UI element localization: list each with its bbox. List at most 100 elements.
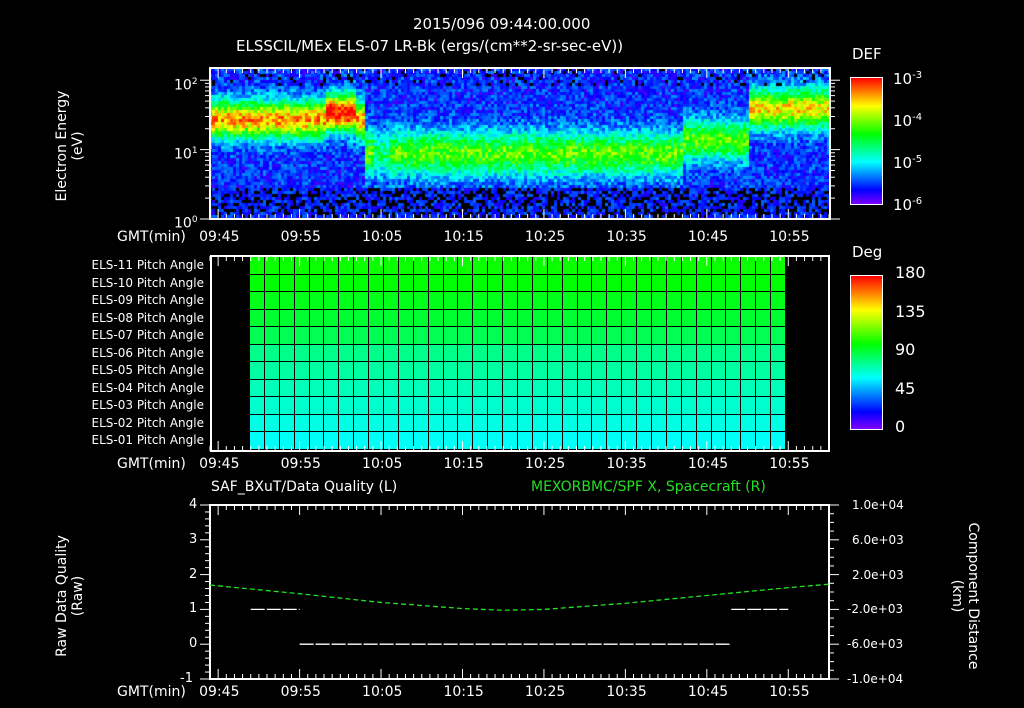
pitch-angle-cell bbox=[413, 344, 429, 363]
pitch-angle-cell bbox=[562, 327, 578, 345]
def-colorbar-tick: 10-5 bbox=[893, 154, 923, 172]
pitch-angle-cell bbox=[562, 309, 578, 328]
pitch-angle-cell bbox=[577, 414, 593, 433]
pitch-angle-cell bbox=[250, 344, 265, 363]
pitch-angle-cell bbox=[637, 257, 652, 275]
pitch-angle-cell bbox=[592, 344, 608, 363]
pitch-angle-cell bbox=[264, 327, 280, 345]
pitch-angle-cell bbox=[458, 344, 474, 363]
pitch-angle-cell bbox=[532, 379, 548, 398]
pitch-angle-cell bbox=[503, 362, 518, 380]
panel1-xlabel: GMT(min) bbox=[117, 229, 186, 245]
pitch-angle-row-label: ELS-11 Pitch Angle bbox=[91, 258, 204, 272]
pitch-angle-cell bbox=[562, 432, 578, 450]
pitch-angle-cell bbox=[309, 362, 325, 380]
pitch-angle-cell bbox=[413, 397, 429, 415]
pitch-angle-cell bbox=[756, 292, 772, 310]
pitch-angle-cell bbox=[413, 309, 429, 328]
def-colorbar bbox=[850, 77, 883, 205]
pitch-angle-cell bbox=[354, 362, 370, 380]
pitch-angle-cell bbox=[369, 362, 384, 380]
pitch-angle-cell bbox=[666, 362, 682, 380]
pitch-angle-cell bbox=[711, 397, 727, 415]
pitch-angle-cell bbox=[488, 362, 504, 380]
pitch-angle-cell bbox=[309, 432, 325, 450]
pitch-angle-cell bbox=[428, 379, 444, 398]
pitch-angle-cell bbox=[294, 414, 310, 433]
pitch-angle-cell bbox=[637, 292, 652, 310]
pitch-angle-cell bbox=[637, 274, 652, 293]
right-ytick: 1.0e+04 bbox=[852, 498, 904, 512]
pitch-angle-cell bbox=[384, 432, 399, 450]
pitch-angle-cell bbox=[741, 344, 757, 363]
pitch-angle-cell bbox=[279, 309, 295, 328]
pitch-angle-cell bbox=[384, 344, 399, 363]
pitch-angle-cell bbox=[726, 309, 742, 328]
pitch-angle-cell bbox=[264, 257, 280, 275]
pitch-angle-cell bbox=[488, 344, 504, 363]
pitch-angle-cell bbox=[637, 379, 652, 398]
pitch-angle-cell bbox=[518, 327, 533, 345]
pitch-angle-cell bbox=[652, 344, 667, 363]
pitch-angle-cell bbox=[458, 362, 474, 380]
pitch-angle-cell bbox=[547, 327, 563, 345]
pitch-angle-cell bbox=[607, 344, 623, 363]
pitch-angle-cell bbox=[339, 309, 355, 328]
pitch-angle-cell bbox=[473, 309, 489, 328]
pitch-angle-cell bbox=[681, 274, 697, 293]
pitch-angle-cell bbox=[726, 292, 742, 310]
pitch-angle-cell bbox=[339, 327, 355, 345]
right-ytick: 2.0e+03 bbox=[852, 567, 904, 582]
pitch-angle-cell bbox=[503, 309, 518, 328]
pitch-angle-cell bbox=[413, 327, 429, 345]
pitch-angle-cell bbox=[339, 397, 355, 415]
pitch-angle-cell bbox=[398, 274, 414, 293]
panel3-yunit-left-text: (Raw) bbox=[70, 575, 86, 617]
pitch-angle-cell bbox=[443, 292, 459, 310]
xtick-label: 10:45 bbox=[687, 229, 729, 245]
pitch-angle-cell bbox=[369, 327, 384, 345]
pitch-angle-cell bbox=[413, 379, 429, 398]
pitch-angle-cell bbox=[666, 309, 682, 328]
pitch-angle-cell bbox=[696, 397, 712, 415]
pitch-angle-cell bbox=[681, 432, 697, 450]
pitch-angle-cell bbox=[607, 414, 623, 433]
pitch-angle-cell bbox=[577, 257, 593, 275]
pitch-angle-cell bbox=[547, 257, 563, 275]
pitch-angle-cell bbox=[607, 379, 623, 398]
pitch-angle-cell bbox=[488, 327, 504, 345]
pitch-angle-cell bbox=[577, 379, 593, 398]
pitch-angle-cell bbox=[607, 397, 623, 415]
pitch-angle-cell bbox=[339, 274, 355, 293]
xtick-label: 10:55 bbox=[769, 456, 810, 472]
electron-energy-spectrogram bbox=[209, 68, 829, 218]
pitch-angle-cell bbox=[354, 327, 370, 345]
def-colorbar-tick: 10-4 bbox=[893, 112, 923, 130]
pitch-angle-cell bbox=[309, 379, 325, 398]
pitch-angle-cell bbox=[473, 257, 489, 275]
pitch-angle-cell bbox=[741, 397, 757, 415]
pitch-angle-cell bbox=[681, 257, 697, 275]
pitch-angle-cell bbox=[741, 257, 757, 275]
pitch-angle-cell bbox=[428, 274, 444, 293]
pitch-angle-cell bbox=[294, 432, 310, 450]
panel1-ytick-100: 102 bbox=[174, 77, 198, 94]
pitch-angle-cell bbox=[384, 414, 399, 433]
pitch-angle-cell bbox=[398, 292, 414, 310]
pitch-angle-cell bbox=[294, 309, 310, 328]
pitch-angle-cell bbox=[458, 274, 474, 293]
pitch-angle-cell bbox=[547, 432, 563, 450]
pitch-angle-cell bbox=[518, 397, 533, 415]
pitch-angle-cell bbox=[607, 309, 623, 328]
pitch-angle-cell bbox=[413, 432, 429, 450]
pitch-angle-cell bbox=[473, 362, 489, 380]
pitch-angle-cell bbox=[398, 344, 414, 363]
pitch-angle-cell bbox=[681, 344, 697, 363]
xtick-label: 09:55 bbox=[280, 684, 321, 700]
panel3-xlabel: GMT(min) bbox=[117, 684, 186, 700]
panel3-right-title: MEXORBMC/SPF X, Spacecraft (R) bbox=[531, 479, 766, 495]
pitch-angle-cell bbox=[369, 344, 384, 363]
left-ytick: 3 bbox=[189, 531, 198, 547]
pitch-angle-cell bbox=[592, 397, 608, 415]
pitch-angle-row-label: ELS-05 Pitch Angle bbox=[91, 363, 204, 377]
